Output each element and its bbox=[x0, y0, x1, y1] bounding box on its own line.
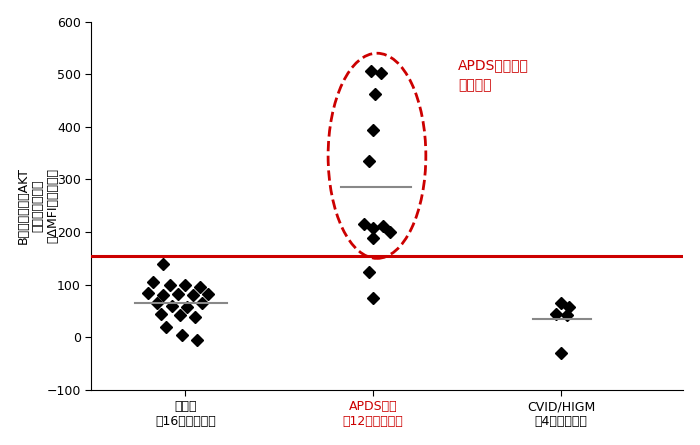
Y-axis label: Bリンパ球でのAKT
リン酸化の程度
（ΔMFIで数値化）: Bリンパ球でのAKT リン酸化の程度 （ΔMFIで数値化） bbox=[17, 167, 60, 244]
Text: APDSと迅速診
断できる: APDSと迅速診 断できる bbox=[458, 58, 528, 92]
